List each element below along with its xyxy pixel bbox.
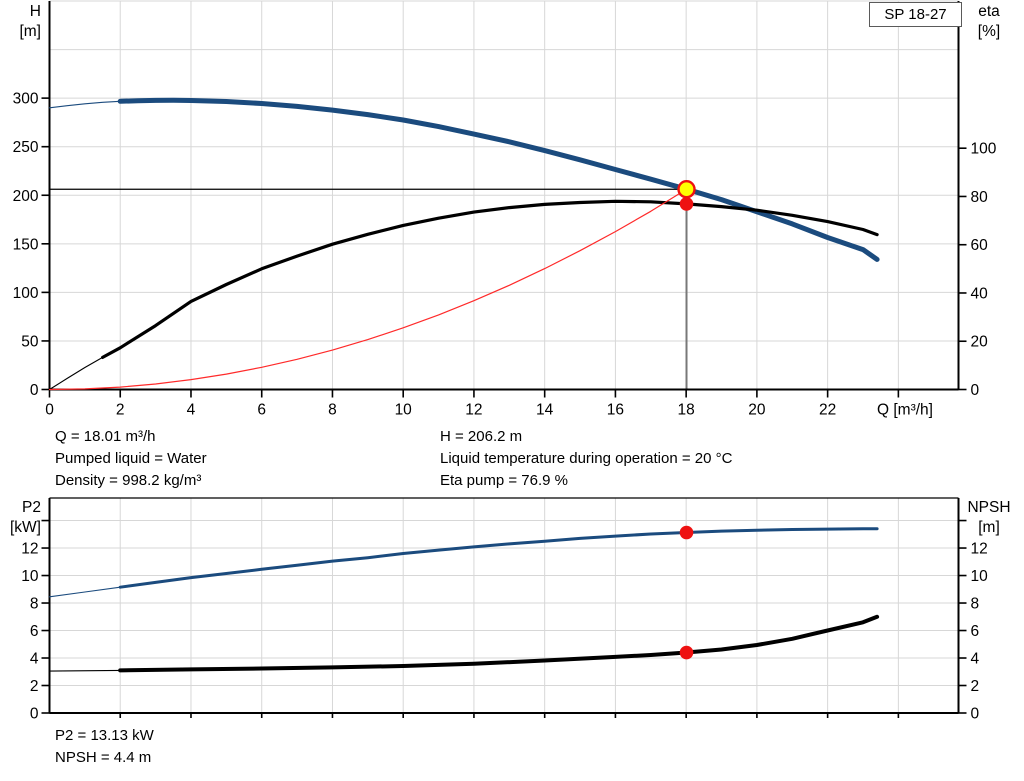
x-tick-label: 10	[395, 402, 413, 419]
left-tick-label: 250	[13, 139, 39, 156]
system-curve	[48, 188, 688, 391]
x-tick-label: 0	[45, 402, 54, 419]
annotation-density: Density = 998.2 kg/m³	[55, 472, 202, 489]
x-tick-label: 4	[187, 402, 196, 419]
right-tick-label: 60	[971, 237, 989, 254]
left-tick-label: 100	[13, 285, 39, 302]
left-tick-label: 4	[30, 651, 39, 668]
npsh-curve	[48, 669, 121, 672]
x-tick-label: 12	[465, 402, 482, 419]
pump-type-badge: SP 18-27	[869, 2, 962, 27]
left-tick-label: 8	[30, 596, 39, 613]
left-axis-title: P2	[22, 499, 41, 516]
left-tick-label: 10	[21, 568, 39, 585]
p2-curve	[118, 527, 879, 589]
annotation-q: Q = 18.01 m³/h	[55, 428, 156, 445]
right-axis-title: [m]	[978, 519, 1000, 536]
efficiency-curve	[48, 356, 104, 391]
duty-point-head	[677, 180, 696, 199]
duty-point-npsh	[679, 645, 694, 660]
left-tick-label: 0	[30, 706, 39, 723]
left-tick-label: 2	[30, 678, 39, 695]
right-tick-label: 40	[971, 285, 989, 302]
left-tick-label: 200	[13, 188, 39, 205]
p2-npsh-chart: 0 2 4 6 8 10 12 0 2 4 6 8 10 12 P2 [kW] NPSH [m]	[10, 497, 1011, 723]
right-axis-title: [%]	[978, 23, 1000, 40]
p2-curve	[48, 586, 121, 598]
right-tick-label: 100	[971, 141, 997, 158]
x-tick-label: 8	[328, 402, 337, 419]
x-tick-label: 22	[819, 402, 836, 419]
right-tick-label: 0	[971, 706, 980, 723]
x-tick-label: 20	[748, 402, 766, 419]
qh-eta-chart: 0 50 100 150 200 250 300 0 20 40 60 80 100 0 2 4 6 8 10 12 1…	[13, 0, 1000, 419]
x-tick-label: 6	[257, 402, 266, 419]
efficiency-curve	[101, 199, 879, 359]
right-tick-label: 2	[971, 678, 980, 695]
annotation-h: H = 206.2 m	[440, 428, 523, 445]
pump-type-label: SP 18-27	[884, 6, 947, 23]
x-tick-label: 2	[116, 402, 125, 419]
npsh-curve	[118, 614, 880, 673]
left-axis-title: H	[30, 3, 41, 20]
x-axis-title: Q [m³/h]	[877, 402, 933, 419]
x-tick-label: 14	[536, 402, 554, 419]
left-tick-label: 150	[13, 236, 39, 253]
left-axis-title: [kW]	[10, 519, 41, 536]
right-axis-title: eta	[978, 3, 1000, 20]
right-tick-label: 20	[971, 334, 989, 351]
left-tick-label: 6	[30, 623, 39, 640]
left-tick-label: 300	[13, 91, 39, 108]
annotation-pumped-liquid: Pumped liquid = Water	[55, 450, 207, 467]
annotation-eta-pump: Eta pump = 76.9 %	[440, 472, 568, 489]
duty-point-p2	[679, 525, 694, 540]
x-tick-label: 18	[678, 402, 695, 419]
right-tick-label: 10	[971, 568, 989, 585]
x-tick-label: 16	[607, 402, 624, 419]
left-tick-label: 50	[21, 333, 39, 350]
left-tick-label: 12	[21, 541, 38, 558]
right-tick-label: 6	[971, 623, 980, 640]
duty-point-eta	[679, 197, 694, 211]
right-tick-label: 0	[971, 382, 980, 399]
right-tick-label: 8	[971, 596, 980, 613]
annotation-npsh: NPSH = 4.4 m	[55, 749, 152, 766]
left-axis-title: [m]	[19, 23, 41, 40]
left-tick-label: 0	[30, 382, 39, 399]
annotation-p2: P2 = 13.13 kW	[55, 727, 154, 744]
right-tick-label: 80	[971, 189, 989, 206]
right-axis-title: NPSH	[967, 499, 1010, 516]
head-curve	[48, 100, 121, 109]
annotation-liquid-temp: Liquid temperature during operation = 20…	[440, 450, 733, 467]
head-curve	[117, 97, 880, 262]
right-tick-label: 4	[971, 651, 980, 668]
right-tick-label: 12	[971, 541, 988, 558]
